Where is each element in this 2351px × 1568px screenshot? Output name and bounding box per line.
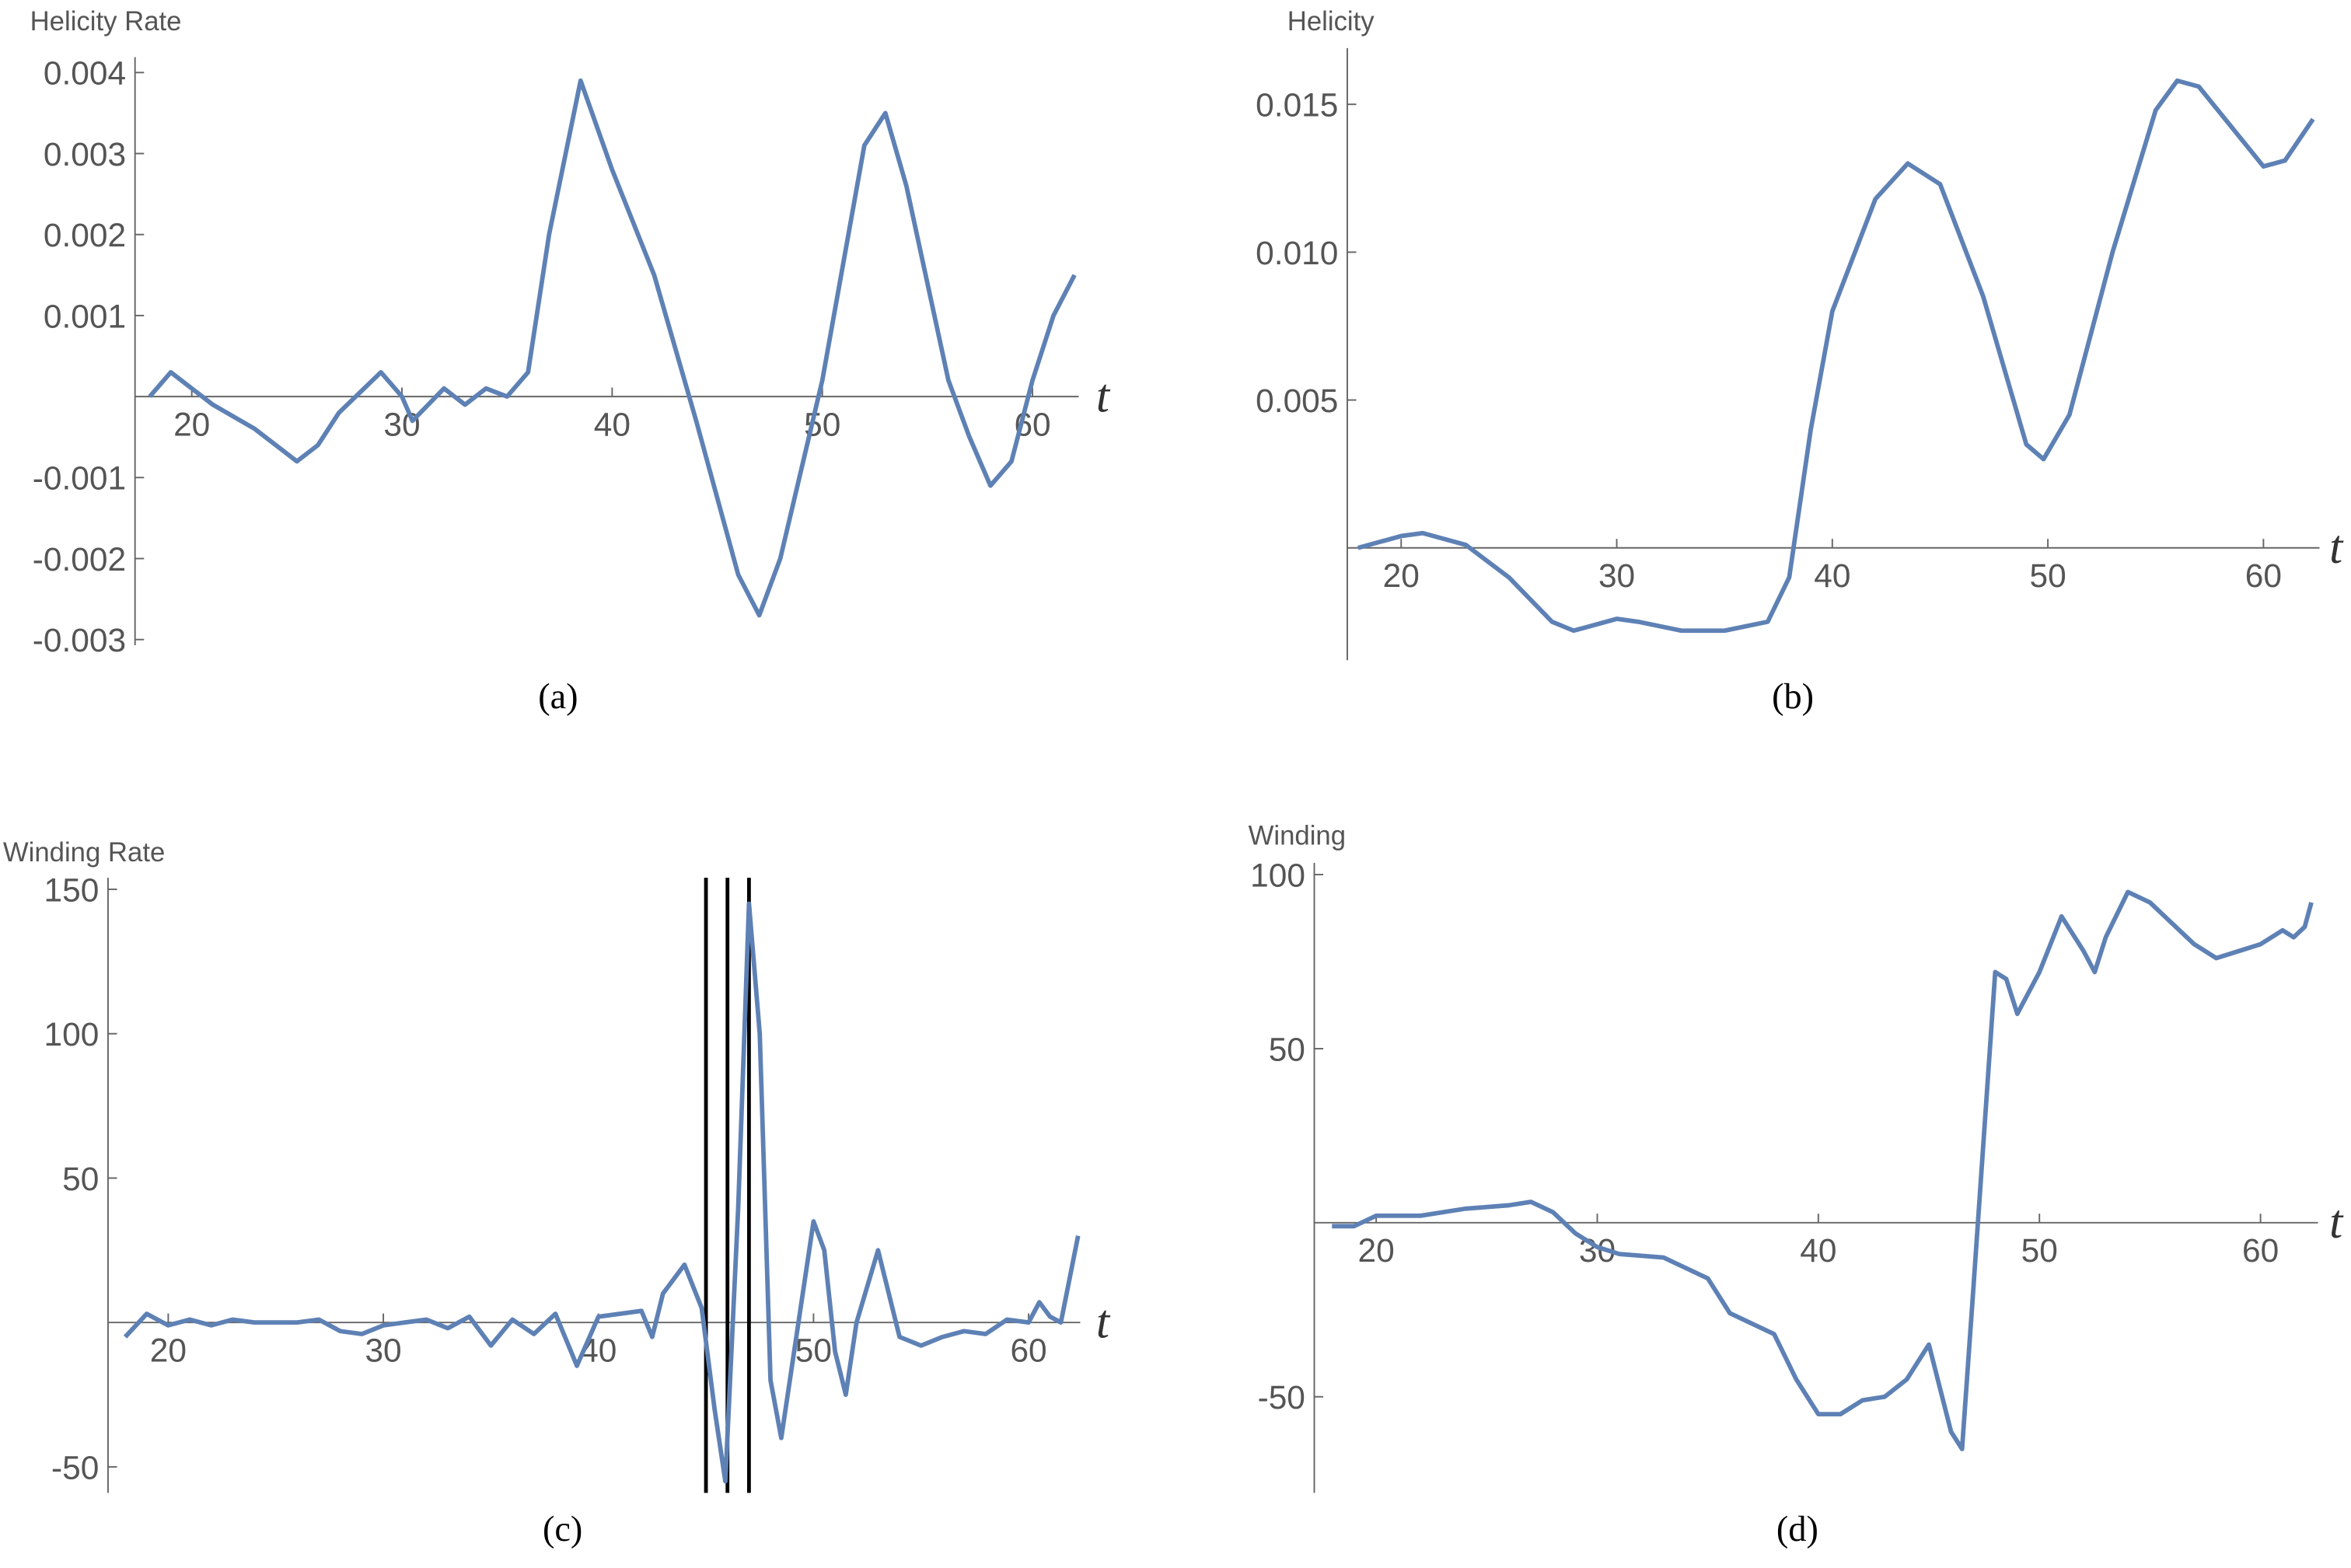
- x-tick-label: 20: [1358, 1232, 1395, 1269]
- x-axis-label: t: [1096, 369, 1111, 422]
- y-tick-label: -0.003: [33, 622, 126, 658]
- y-tick-label: 0.002: [44, 217, 126, 253]
- y-tick-label: -50: [1258, 1379, 1305, 1416]
- y-tick-label: 0.003: [44, 136, 126, 173]
- line: [123, 901, 1081, 1484]
- x-tick-label: 40: [1814, 557, 1850, 594]
- y-axis-label: Winding Rate: [3, 838, 165, 868]
- x-axis-label: t: [1096, 1295, 1111, 1348]
- y-tick-label: -0.001: [33, 460, 126, 497]
- caption: (b): [1772, 677, 1814, 717]
- x-tick-label: 20: [150, 1332, 187, 1368]
- x-tick-label: 20: [1383, 557, 1420, 594]
- x-tick-label: 50: [2029, 557, 2066, 594]
- y-tick-label: 50: [1269, 1031, 1305, 1067]
- x-tick-label: 30: [1598, 557, 1635, 594]
- caption: (a): [538, 677, 578, 717]
- y-tick-label: 150: [44, 871, 100, 908]
- x-tick-label: 60: [2242, 1232, 2279, 1269]
- y-tick-label: 100: [1250, 857, 1305, 893]
- y-tick-label: 0.001: [44, 298, 126, 334]
- y-axis-label: Helicity Rate: [30, 7, 182, 37]
- x-tick-label: 40: [594, 406, 631, 442]
- y-axis-label: Helicity: [1287, 7, 1375, 37]
- x-tick-label: 60: [1010, 1332, 1046, 1368]
- y-tick-label: 100: [44, 1016, 100, 1053]
- caption: (d): [1776, 1510, 1818, 1549]
- x-tick-label: 30: [365, 1332, 401, 1368]
- y-tick-label: 0.015: [1256, 87, 1338, 124]
- y-tick-label: -50: [51, 1449, 99, 1486]
- x-tick-label: 20: [173, 406, 210, 442]
- x-axis-label: t: [2329, 1196, 2344, 1248]
- y-tick-label: 0.004: [44, 55, 126, 92]
- y-axis-label: Winding: [1249, 822, 1346, 851]
- line: [1357, 78, 2315, 634]
- y-tick-label: 50: [62, 1161, 99, 1197]
- caption: (c): [543, 1510, 582, 1549]
- line: [1332, 889, 2314, 1451]
- y-tick-label: -0.002: [33, 541, 126, 578]
- line: [148, 78, 1077, 618]
- y-tick-label: 0.010: [1256, 235, 1338, 271]
- x-axis-label: t: [2329, 521, 2344, 574]
- x-tick-label: 30: [383, 406, 420, 442]
- x-tick-label: 60: [2245, 557, 2282, 594]
- x-tick-label: 50: [2021, 1232, 2058, 1269]
- y-tick-label: 0.005: [1256, 382, 1338, 419]
- x-tick-label: 50: [795, 1332, 832, 1368]
- x-tick-label: 40: [1800, 1232, 1836, 1269]
